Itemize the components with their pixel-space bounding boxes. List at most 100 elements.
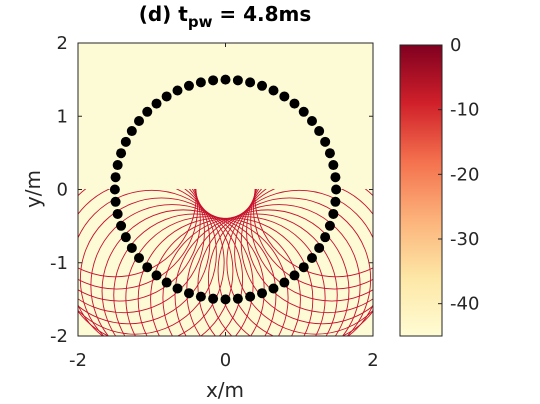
array-point xyxy=(289,270,300,281)
wavefront-circle xyxy=(254,189,373,278)
array-point xyxy=(161,277,172,288)
array-point xyxy=(109,184,120,195)
array-point xyxy=(110,196,121,207)
array-point xyxy=(330,172,341,183)
wavefront-circle xyxy=(207,197,372,336)
wavefront-circle xyxy=(234,189,373,335)
array-point xyxy=(328,160,339,171)
array-point xyxy=(161,91,172,102)
x-tick-label: 0 xyxy=(220,350,231,371)
plot-area xyxy=(78,43,373,336)
array-point xyxy=(232,293,243,304)
array-point xyxy=(298,106,309,117)
colorbar-tick-label: 0 xyxy=(450,35,461,56)
array-point xyxy=(320,232,331,243)
wavefront-circle xyxy=(137,217,301,336)
x-tick-label: -2 xyxy=(69,350,87,371)
array-point xyxy=(257,80,268,91)
chart-title: (d) tpw = 4.8ms xyxy=(139,2,312,31)
wavefront-circle xyxy=(250,189,373,302)
array-point xyxy=(279,91,290,102)
wavefront-circle xyxy=(226,189,373,336)
array-point xyxy=(110,172,121,183)
array-point xyxy=(134,253,145,264)
array-point xyxy=(245,77,256,88)
y-tick-label: 1 xyxy=(57,106,68,127)
wavefront-circle xyxy=(197,204,361,336)
array-point xyxy=(142,262,153,273)
array-point xyxy=(289,98,300,109)
x-axis-label: x/m xyxy=(206,378,244,402)
array-point xyxy=(195,77,206,88)
array-point xyxy=(208,293,219,304)
wavefront-circle xyxy=(78,189,198,290)
array-point xyxy=(116,220,127,231)
colorbar-tick-label: -30 xyxy=(450,229,479,250)
wavefront-circle xyxy=(174,213,338,336)
wavefront-circle xyxy=(78,189,234,336)
array-point xyxy=(112,160,123,171)
wavefront-circle xyxy=(162,216,326,336)
array-point xyxy=(220,74,231,85)
array-point xyxy=(232,75,243,86)
array-point xyxy=(195,291,206,302)
array-point xyxy=(183,288,194,299)
y-axis-label: y/m xyxy=(21,170,45,208)
array-point xyxy=(208,75,219,86)
array-point xyxy=(328,208,339,219)
array-point xyxy=(112,208,123,219)
x-tick-label: 2 xyxy=(367,350,378,371)
array-point xyxy=(306,253,317,264)
wavefront-circle xyxy=(240,189,373,325)
array-point xyxy=(120,136,131,147)
wavefront-circle xyxy=(78,189,205,314)
wavefront-circle xyxy=(246,189,373,314)
array-point xyxy=(331,184,342,195)
title-prefix: (d) t xyxy=(139,2,189,26)
wavefront-circle xyxy=(253,189,373,290)
y-tick-label: -2 xyxy=(50,326,68,347)
array-point xyxy=(324,148,335,159)
array-point xyxy=(306,115,317,126)
y-tick-label: -1 xyxy=(50,253,68,274)
colorbar-ticks: 0 -10 -20 -30 -40 xyxy=(438,35,479,315)
array-point xyxy=(134,115,145,126)
array-point xyxy=(257,288,268,299)
wavefront-circle xyxy=(217,189,373,336)
array-point xyxy=(324,220,335,231)
array-point xyxy=(172,283,183,294)
array-point xyxy=(126,126,137,137)
y-tick-label: 2 xyxy=(57,33,68,54)
array-point xyxy=(151,270,162,281)
wavefront-layer xyxy=(78,189,373,336)
axis-ticks: -2 0 2 -2 -1 0 1 2 xyxy=(50,33,379,371)
title-suffix: = 4.8ms xyxy=(212,2,311,26)
colorbar-tick-label: -40 xyxy=(450,294,479,315)
array-point xyxy=(126,242,137,253)
array-point xyxy=(314,126,325,137)
array-point xyxy=(172,85,183,96)
wavefront-circle xyxy=(113,213,277,336)
wavefront-circle xyxy=(78,189,217,335)
array-point xyxy=(142,106,153,117)
array-point xyxy=(330,196,341,207)
array-point xyxy=(220,294,231,305)
colorbar-tick-label: -10 xyxy=(450,100,479,121)
array-point xyxy=(279,277,290,288)
array-point xyxy=(116,148,127,159)
wavefront-circle xyxy=(78,189,225,336)
array-points xyxy=(109,74,342,305)
array-point xyxy=(314,242,325,253)
y-tick-label: 0 xyxy=(57,180,68,201)
array-point xyxy=(183,80,194,91)
array-point xyxy=(120,232,131,243)
array-point xyxy=(268,85,279,96)
colorbar xyxy=(399,44,443,337)
array-point xyxy=(151,98,162,109)
array-point xyxy=(320,136,331,147)
colorbar-tick-label: -20 xyxy=(450,164,479,185)
array-point xyxy=(268,283,279,294)
array-point xyxy=(245,291,256,302)
array-point xyxy=(298,262,309,273)
